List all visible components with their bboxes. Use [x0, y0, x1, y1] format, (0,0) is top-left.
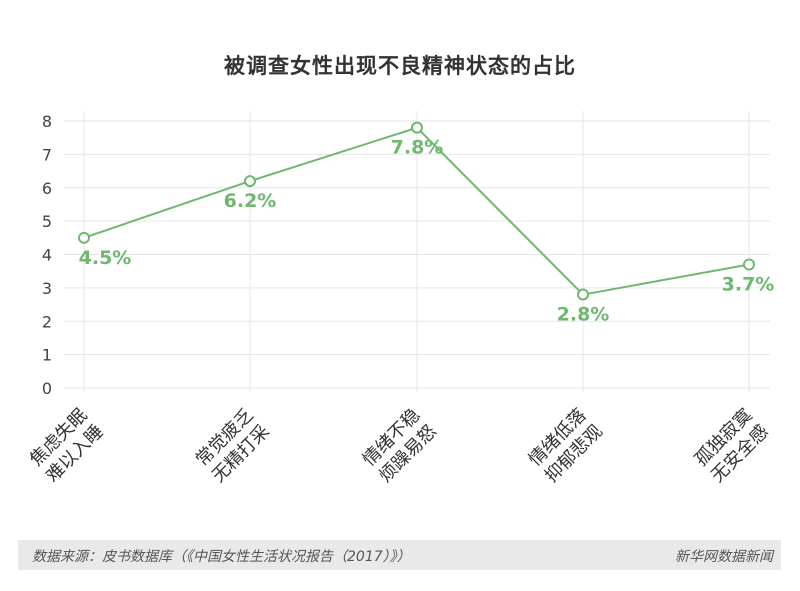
y-tick-label: 8: [42, 112, 52, 131]
data-point: [743, 258, 755, 271]
data-source: 数据来源：皮书数据库（《中国女性生活状况报告（2017）》）: [32, 549, 411, 565]
data-label: 2.8%: [557, 304, 610, 326]
y-tick-label: 4: [42, 246, 52, 265]
data-label: 7.8%: [391, 137, 444, 159]
data-label: 6.2%: [224, 190, 277, 212]
y-tick-label: 2: [42, 312, 52, 331]
y-tick-label: 0: [42, 379, 52, 398]
credit-label: 新华网数据新闻: [675, 549, 773, 565]
y-tick-label: 6: [42, 179, 52, 198]
y-tick-label: 7: [42, 145, 52, 164]
y-tick-label: 1: [42, 346, 52, 365]
chart-title: 被调查女性出现不良精神状态的占比: [224, 54, 576, 78]
source-bar: 数据来源：皮书数据库（《中国女性生活状况报告（2017）》） 新华网数据新闻: [18, 540, 781, 570]
y-tick-label: 5: [42, 212, 52, 231]
data-point: [577, 288, 589, 301]
y-tick-label: 3: [42, 279, 52, 298]
data-point: [244, 175, 256, 188]
data-point: [411, 121, 423, 134]
data-label: 3.7%: [722, 274, 775, 296]
data-point: [78, 231, 90, 244]
data-label: 4.5%: [79, 247, 132, 269]
